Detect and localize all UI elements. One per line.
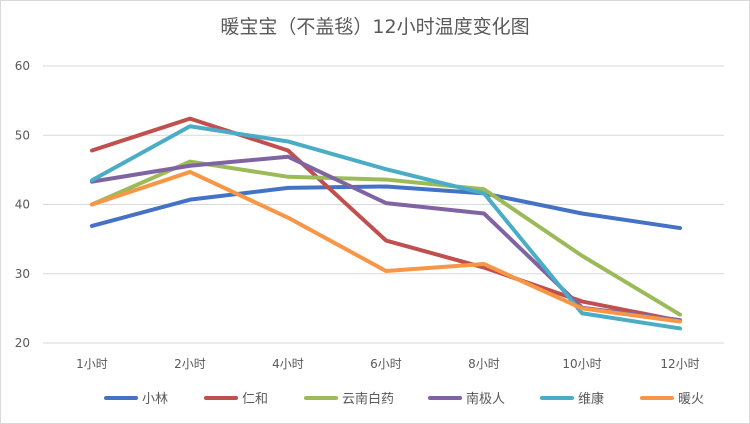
chart-title: 暖宝宝（不盖毯）12小时温度变化图: [220, 16, 530, 38]
series-line-3: [90, 159, 682, 317]
x-tick-label: 4小时: [272, 357, 304, 371]
legend: 小林 仁和 云南白药 南极人 维康 暖火: [104, 391, 704, 407]
x-tick-label: 10小时: [562, 357, 601, 371]
x-tick-label: 2小时: [174, 357, 206, 371]
y-tick-label: 30: [15, 267, 30, 281]
legend-item: 南极人: [428, 391, 505, 407]
legend-item: 维康: [540, 391, 604, 407]
legend-label: 仁和: [242, 392, 268, 407]
gridlines: [43, 65, 724, 344]
series-line-5: [90, 124, 682, 331]
y-tick-label: 60: [15, 59, 30, 73]
x-tick-label: 12小时: [660, 357, 699, 371]
series-lines: [90, 116, 682, 331]
series-line-6: [90, 169, 682, 324]
legend-item: 小林: [104, 392, 168, 407]
legend-label: 暖火: [678, 392, 704, 407]
y-tick-label: 50: [15, 128, 30, 142]
legend-label: 维康: [578, 391, 604, 407]
legend-item: 仁和: [204, 392, 268, 407]
y-tick-label: 20: [15, 336, 30, 350]
legend-label: 云南白药: [342, 391, 394, 407]
legend-item: 暖火: [640, 392, 704, 407]
series-line-1: [90, 184, 682, 231]
x-axis: 1小时 2小时 4小时 6小时 8小时 10小时 12小时: [76, 357, 699, 371]
y-axis: 20 30 40 50 60: [15, 59, 30, 350]
legend-item: 云南白药: [304, 391, 394, 407]
series-line-2: [90, 116, 682, 323]
legend-label: 南极人: [466, 391, 505, 407]
x-tick-label: 1小时: [76, 357, 108, 371]
x-tick-label: 8小时: [468, 357, 500, 371]
y-tick-label: 40: [15, 198, 30, 212]
x-tick-label: 6小时: [370, 357, 402, 371]
legend-label: 小林: [142, 392, 168, 407]
